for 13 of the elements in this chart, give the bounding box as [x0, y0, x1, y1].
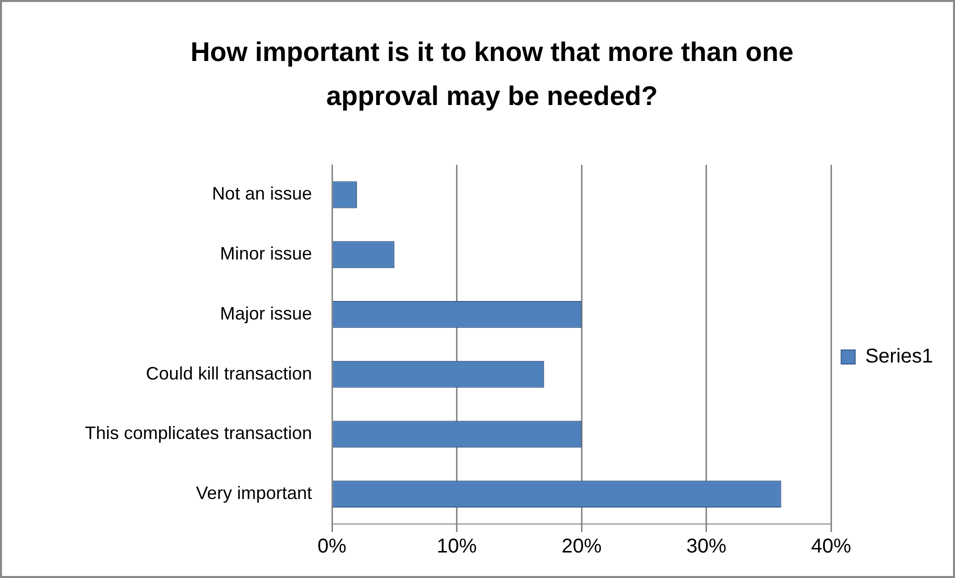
x-tick-label: 10%	[436, 536, 478, 558]
legend-label: Series1	[865, 346, 933, 368]
x-tick-label: 30%	[686, 536, 727, 558]
y-tick-label: Very important	[196, 483, 312, 504]
x-tick-label: 40%	[811, 536, 852, 558]
x-tick-label: 0%	[318, 536, 347, 558]
y-tick-label: Not an issue	[212, 184, 312, 204]
y-tick-label: Minor issue	[220, 244, 312, 264]
y-tick-label: This complicates transaction	[84, 423, 312, 444]
chart-title: How important is it to know that more than one approval may be needed?	[189, 36, 794, 113]
x-tick-label: 20%	[562, 536, 602, 558]
y-tick-label: Could kill transaction	[146, 363, 312, 384]
y-tick-label: Major issue	[220, 303, 312, 324]
